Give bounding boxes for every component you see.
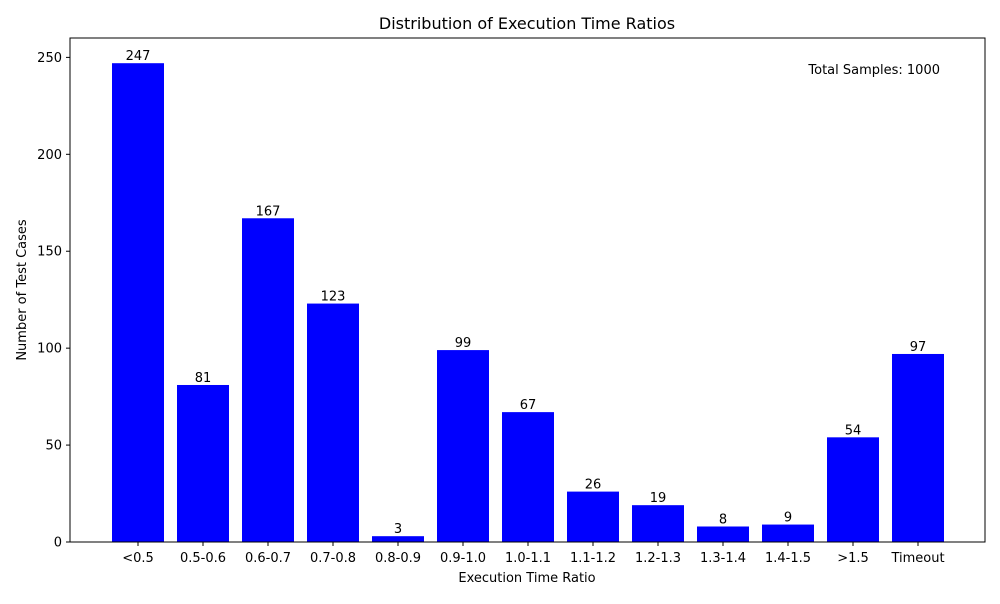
bar [242,218,294,542]
y-tick-label: 200 [37,148,62,163]
y-tick-label: 0 [54,536,62,551]
bar [827,437,879,542]
bar [372,536,424,542]
y-axis-label: Number of Test Cases [15,219,30,361]
x-axis-label: Execution Time Ratio [458,571,595,586]
y-tick-label: 250 [37,51,62,66]
bar-value-labels: 247 81 167 123 3 99 67 26 19 8 9 54 97 [126,49,927,537]
bar [307,303,359,542]
bar [632,505,684,542]
bar-value-label: 54 [845,423,862,438]
x-tick-label: 0.6-0.7 [245,551,291,566]
x-tick-label: Timeout [890,551,944,566]
bar [112,63,164,542]
x-tick-label: 1.2-1.3 [635,551,681,566]
bar-value-label: 247 [126,49,151,64]
y-tick-label: 100 [37,342,62,357]
bar [762,524,814,542]
bar [567,491,619,542]
bar-value-label: 97 [910,340,927,355]
bar-value-label: 167 [256,204,281,219]
bar [437,350,489,542]
bar [892,353,944,542]
x-tick-label: 1.4-1.5 [765,551,811,566]
y-tick-label: 50 [45,439,62,454]
bar-value-label: 123 [321,290,346,305]
bar [177,384,229,542]
bar-value-label: 99 [455,336,472,351]
bar-value-label: 81 [195,371,212,386]
bars-layer [112,63,944,542]
total-samples-annotation: Total Samples: 1000 [807,63,940,78]
bar-value-label: 8 [719,512,727,527]
x-tick-label: 0.5-0.6 [180,551,226,566]
x-tick-label: 1.0-1.1 [505,551,551,566]
x-tick-label: 0.9-1.0 [440,551,486,566]
x-tick-label: >1.5 [837,551,869,566]
bar-value-label: 19 [650,491,667,506]
x-tick-label: 0.8-0.9 [375,551,421,566]
chart-title: Distribution of Execution Time Ratios [379,14,675,33]
x-tick-label: 1.1-1.2 [570,551,616,566]
bar [697,526,749,542]
x-tick-label: <0.5 [122,551,154,566]
x-axis: <0.5 0.5-0.6 0.6-0.7 0.7-0.8 0.8-0.9 0.9-1.0 1… [122,542,945,566]
bar-value-label: 3 [394,522,402,537]
x-tick-label: 0.7-0.8 [310,551,356,566]
y-tick-label: 150 [37,245,62,260]
bar-value-label: 67 [520,398,537,413]
y-axis: 0 50 100 150 200 250 [37,51,70,551]
x-tick-label: 1.3-1.4 [700,551,746,566]
bar [502,412,554,542]
bar-value-label: 9 [784,511,792,526]
bar-value-label: 26 [585,478,602,493]
